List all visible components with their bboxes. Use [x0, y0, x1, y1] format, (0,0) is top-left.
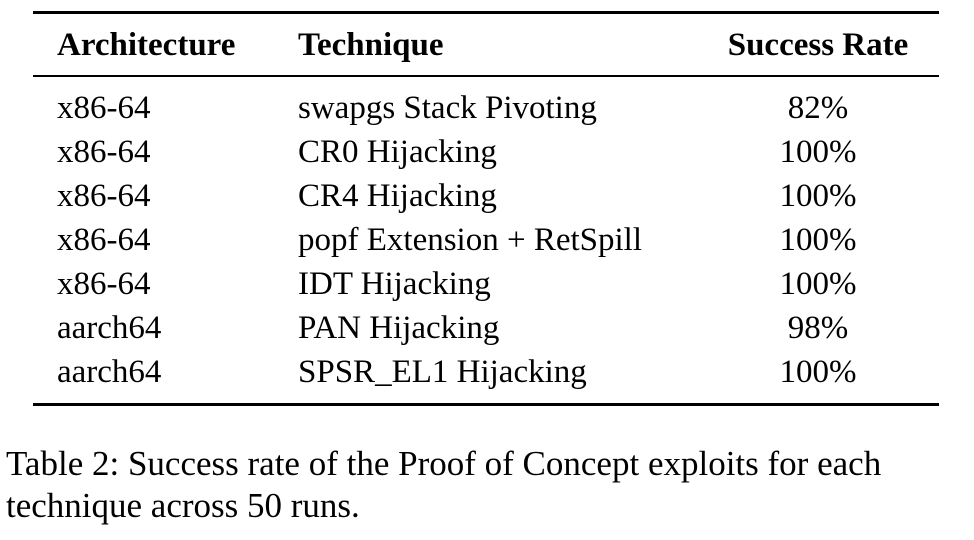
caption-line-2: technique across 50 runs.: [6, 486, 360, 525]
table-header-rule: [33, 75, 939, 77]
header-architecture: Architecture: [57, 27, 236, 63]
cell-architecture: x86-64: [57, 90, 151, 126]
table-caption: Table 2: Success rate of the Proof of Co…: [6, 443, 971, 527]
cell-success-rate: 100%: [779, 134, 857, 170]
cell-architecture: x86-64: [57, 134, 151, 170]
cell-architecture: x86-64: [57, 266, 151, 302]
header-success-rate: Success Rate: [727, 27, 909, 63]
cell-architecture: x86-64: [57, 178, 151, 214]
cell-technique: SPSR_EL1 Hijacking: [298, 354, 587, 390]
table-top-rule: [33, 11, 939, 14]
cell-architecture: x86-64: [57, 222, 151, 258]
cell-success-rate: 100%: [779, 354, 857, 390]
cell-success-rate: 100%: [779, 266, 857, 302]
cell-architecture: aarch64: [57, 310, 162, 346]
cell-technique: IDT Hijacking: [298, 266, 491, 302]
cell-technique: popf Extension + RetSpill: [298, 222, 643, 258]
header-technique: Technique: [298, 27, 444, 63]
table-bottom-rule: [33, 403, 939, 406]
cell-success-rate: 100%: [779, 178, 857, 214]
cell-technique: CR0 Hijacking: [298, 134, 497, 170]
cell-architecture: aarch64: [57, 354, 162, 390]
cell-technique: CR4 Hijacking: [298, 178, 497, 214]
cell-technique: PAN Hijacking: [298, 310, 500, 346]
cell-success-rate: 98%: [787, 310, 849, 346]
cell-success-rate: 82%: [787, 90, 849, 126]
cell-technique: swapgs Stack Pivoting: [298, 90, 597, 126]
cell-success-rate: 100%: [779, 222, 857, 258]
caption-line-1: Table 2: Success rate of the Proof of Co…: [6, 444, 882, 483]
